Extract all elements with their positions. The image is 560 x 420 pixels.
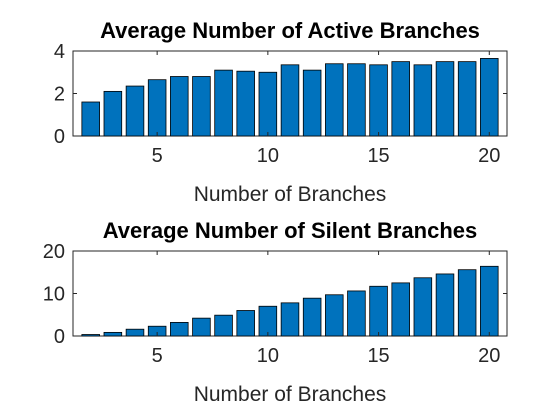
bar-14	[347, 63, 366, 137]
bar-11	[280, 302, 300, 337]
bar-15	[369, 285, 388, 337]
bar-16	[391, 282, 410, 337]
y-tick-label: 4	[54, 41, 65, 63]
x-tick-label: 20	[478, 345, 500, 367]
bar-6	[170, 76, 189, 137]
bar-3	[103, 90, 123, 137]
bar-5	[147, 79, 167, 137]
bar-20	[480, 58, 499, 137]
bar-18	[435, 273, 455, 337]
bar-18	[435, 61, 455, 137]
x-tick-label: 5	[152, 145, 163, 167]
bar-19	[457, 269, 477, 337]
x-ticks: 5 10 15 20	[152, 251, 500, 367]
bar-15	[369, 64, 388, 137]
bar-4	[125, 328, 145, 337]
bars	[81, 58, 499, 137]
y-ticks: 0 2 4	[54, 41, 507, 148]
bar-2	[81, 334, 100, 337]
bar-14	[347, 290, 366, 337]
y-ticks: 0 10 20	[43, 241, 507, 348]
bar-20	[480, 265, 499, 337]
bar-4	[125, 85, 145, 137]
bar-17	[413, 64, 433, 137]
bar-13	[325, 294, 344, 337]
bar-19	[457, 61, 477, 137]
x-tick-label: 20	[478, 145, 500, 167]
x-axis-label: Number of Branches	[194, 383, 387, 406]
bar-12	[302, 69, 322, 137]
bar-11	[280, 64, 300, 137]
chart-title: Average Number of Silent Branches	[103, 218, 478, 243]
bar-16	[391, 61, 410, 137]
y-tick-label: 2	[54, 84, 65, 106]
x-ticks: 5 10 15 20	[152, 51, 500, 167]
y-tick-label: 0	[54, 326, 65, 348]
chart-title: Average Number of Active Branches	[100, 18, 480, 43]
bar-7	[192, 76, 211, 137]
bar-17	[413, 277, 433, 337]
bar-10	[258, 71, 278, 137]
bar-10	[258, 305, 278, 337]
bar-9	[236, 70, 255, 137]
y-tick-label: 10	[43, 284, 65, 306]
x-tick-label: 10	[257, 145, 279, 167]
bar-12	[302, 297, 322, 337]
x-tick-label: 10	[257, 345, 279, 367]
chart-silent-branches: Average Number of Silent Branches 5 10 15 2…	[43, 218, 508, 406]
x-tick-label: 15	[367, 145, 389, 167]
bar-9	[236, 310, 255, 337]
bars	[81, 265, 499, 337]
bar-3	[103, 331, 123, 337]
bar-13	[325, 63, 344, 137]
bar-8	[214, 314, 233, 337]
x-tick-label: 15	[367, 345, 389, 367]
bar-2	[81, 101, 100, 137]
y-tick-label: 0	[54, 126, 65, 148]
y-tick-label: 20	[43, 241, 65, 263]
bar-6	[170, 321, 189, 337]
chart-active-branches: Average Number of Active Branches 5 10 15 2…	[54, 18, 508, 206]
bar-7	[192, 317, 211, 337]
x-tick-label: 5	[152, 345, 163, 367]
bar-8	[214, 69, 233, 137]
x-axis-label: Number of Branches	[194, 183, 387, 206]
